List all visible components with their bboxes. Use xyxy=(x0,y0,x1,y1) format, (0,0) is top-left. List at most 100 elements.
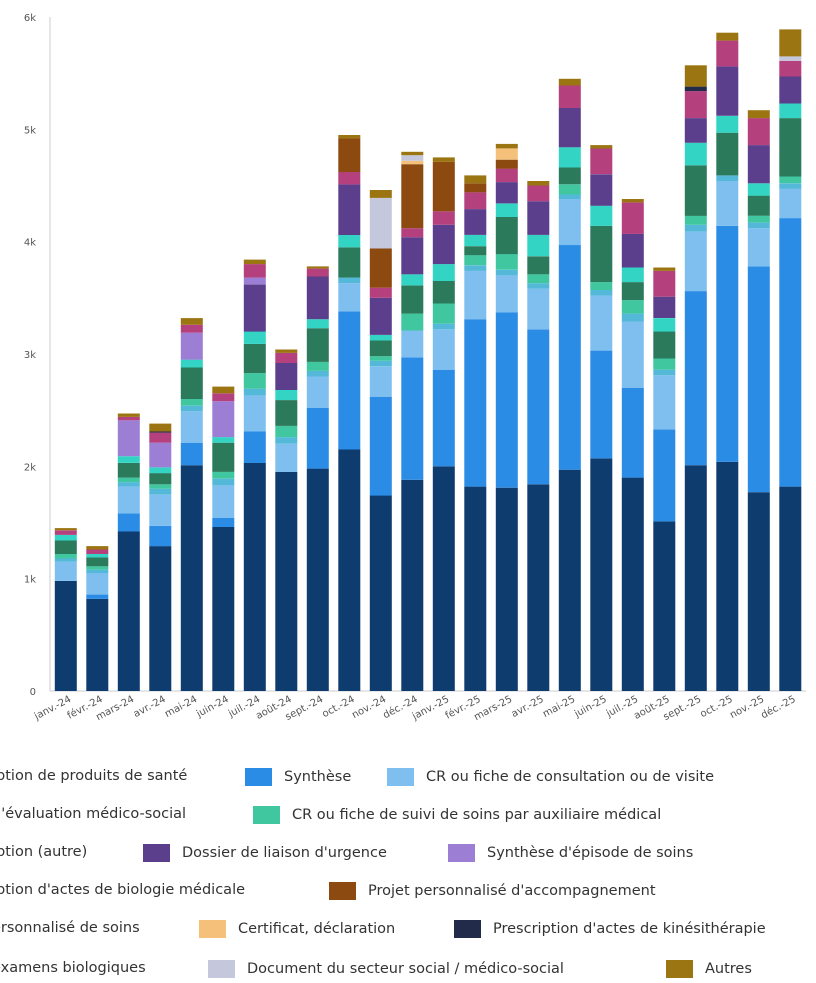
bar-segment[interactable] xyxy=(401,285,424,314)
bar-segment[interactable] xyxy=(464,209,487,235)
bar-segment[interactable] xyxy=(54,540,77,555)
bar-segment[interactable] xyxy=(495,487,518,691)
legend-item[interactable]: ersonnalisé de soins xyxy=(0,920,140,936)
legend-item[interactable]: Synthèse d'épisode de soins xyxy=(448,844,693,862)
bar-segment[interactable] xyxy=(558,199,581,246)
bar-segment[interactable] xyxy=(306,328,329,362)
bar-segment[interactable] xyxy=(54,561,77,581)
bar-segment[interactable] xyxy=(212,401,235,438)
bar-segment[interactable] xyxy=(275,471,298,691)
bar-segment[interactable] xyxy=(779,188,802,219)
bar-segment[interactable] xyxy=(338,172,361,185)
bar-segment[interactable] xyxy=(684,118,707,143)
bar-segment[interactable] xyxy=(275,400,298,426)
bar-segment[interactable] xyxy=(369,287,392,298)
bar-segment[interactable] xyxy=(306,276,329,320)
bar-segment[interactable] xyxy=(117,531,140,692)
bar-segment[interactable] xyxy=(306,376,329,409)
bar-segment[interactable] xyxy=(369,495,392,692)
bar-segment[interactable] xyxy=(527,201,550,235)
bar-segment[interactable] xyxy=(621,313,644,322)
bar-segment[interactable] xyxy=(54,558,77,562)
bar-segment[interactable] xyxy=(716,181,739,226)
bar-segment[interactable] xyxy=(432,161,455,212)
bar-segment[interactable] xyxy=(338,247,361,278)
bar-segment[interactable] xyxy=(779,60,802,77)
bar-segment[interactable] xyxy=(558,167,581,185)
legend-item[interactable]: Autres xyxy=(666,960,752,978)
bar-segment[interactable] xyxy=(779,486,802,691)
bar-segment[interactable] xyxy=(338,135,361,139)
bar-segment[interactable] xyxy=(338,283,361,312)
bar-segment[interactable] xyxy=(590,282,613,290)
bar-segment[interactable] xyxy=(306,407,329,469)
legend-item[interactable]: Prescription d'actes de kinésithérapie xyxy=(454,920,766,938)
bar-segment[interactable] xyxy=(590,145,613,149)
bar-segment[interactable] xyxy=(149,467,172,474)
bar-segment[interactable] xyxy=(495,159,518,169)
bar-segment[interactable] xyxy=(653,318,676,332)
legend-item[interactable]: examens biologiques xyxy=(0,960,146,976)
bar-segment[interactable] xyxy=(495,203,518,218)
bar-segment[interactable] xyxy=(212,471,235,479)
bar-segment[interactable] xyxy=(275,425,298,438)
bar-segment[interactable] xyxy=(180,332,203,360)
bar-segment[interactable] xyxy=(306,319,329,329)
bar-segment[interactable] xyxy=(369,334,392,341)
bar-segment[interactable] xyxy=(558,184,581,195)
bar-segment[interactable] xyxy=(149,484,172,489)
bar-segment[interactable] xyxy=(684,165,707,216)
bar-segment[interactable] xyxy=(369,396,392,496)
bar-segment[interactable] xyxy=(243,431,266,464)
bar-segment[interactable] xyxy=(401,151,424,156)
bar-segment[interactable] xyxy=(558,108,581,148)
bar-segment[interactable] xyxy=(779,56,802,61)
bar-segment[interactable] xyxy=(432,264,455,281)
bar-segment[interactable] xyxy=(684,215,707,225)
bar-segment[interactable] xyxy=(464,319,487,487)
bar-segment[interactable] xyxy=(464,234,487,247)
bar-segment[interactable] xyxy=(432,281,455,304)
bar-segment[interactable] xyxy=(621,233,644,268)
bar-segment[interactable] xyxy=(495,143,518,149)
bar-segment[interactable] xyxy=(275,443,298,472)
bar-segment[interactable] xyxy=(621,387,644,478)
bar-segment[interactable] xyxy=(338,234,361,248)
bar-segment[interactable] xyxy=(590,205,613,226)
bar-segment[interactable] xyxy=(590,458,613,692)
bar-segment[interactable] xyxy=(86,554,109,558)
bar-segment[interactable] xyxy=(464,246,487,256)
bar-segment[interactable] xyxy=(747,222,770,229)
bar-segment[interactable] xyxy=(275,363,298,390)
bar-segment[interactable] xyxy=(747,228,770,267)
bar-segment[interactable] xyxy=(212,527,235,691)
legend-item[interactable]: Projet personnalisé d'accompagnement xyxy=(329,882,656,900)
bar-segment[interactable] xyxy=(212,478,235,486)
bar-segment[interactable] xyxy=(464,175,487,184)
bar-segment[interactable] xyxy=(653,358,676,370)
bar-segment[interactable] xyxy=(54,554,77,559)
bar-segment[interactable] xyxy=(779,183,802,189)
bar-segment[interactable] xyxy=(401,237,424,275)
bar-segment[interactable] xyxy=(590,290,613,296)
bar-segment[interactable] xyxy=(653,296,676,318)
bar-segment[interactable] xyxy=(117,416,140,421)
bar-segment[interactable] xyxy=(558,245,581,470)
bar-segment[interactable] xyxy=(275,389,298,400)
bar-segment[interactable] xyxy=(180,411,203,443)
bar-segment[interactable] xyxy=(243,259,266,265)
bar-segment[interactable] xyxy=(495,269,518,276)
legend-item[interactable]: iption de produits de santé xyxy=(0,768,187,784)
bar-segment[interactable] xyxy=(243,373,266,389)
bar-segment[interactable] xyxy=(432,224,455,265)
bar-segment[interactable] xyxy=(338,184,361,235)
bar-segment[interactable] xyxy=(401,357,424,480)
bar-segment[interactable] xyxy=(86,557,109,567)
bar-segment[interactable] xyxy=(653,331,676,359)
bar-segment[interactable] xyxy=(212,437,235,443)
bar-segment[interactable] xyxy=(621,321,644,388)
bar-segment[interactable] xyxy=(653,521,676,691)
bar-segment[interactable] xyxy=(495,217,518,255)
bar-segment[interactable] xyxy=(243,331,266,344)
bar-segment[interactable] xyxy=(401,160,424,165)
